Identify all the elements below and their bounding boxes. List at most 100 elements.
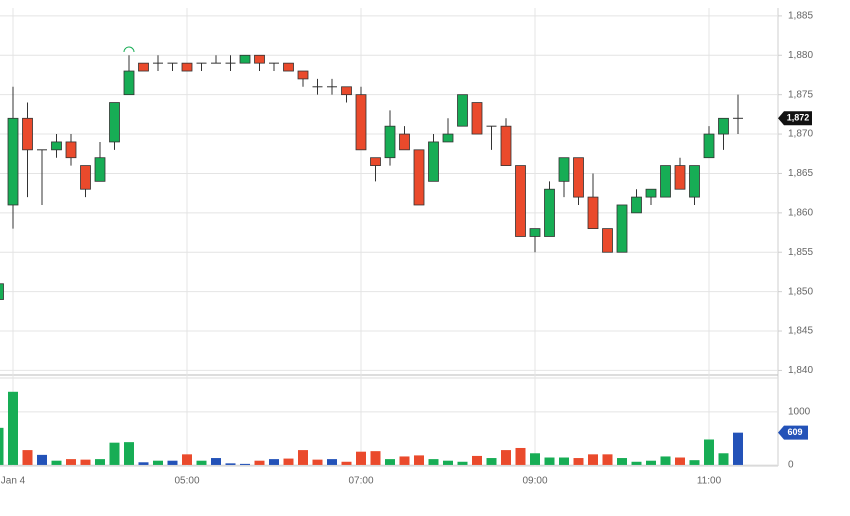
candle-body [457,94,468,127]
candle-body [660,165,671,198]
candle-body [283,62,294,72]
candle-body [471,102,483,135]
candle-body [587,196,599,230]
candle-body [558,157,570,182]
volume-bar [486,458,497,465]
candle-body [631,196,642,214]
y-tick-label: 1,850 [788,286,813,297]
candle-body [239,54,251,64]
candle-body [123,70,135,96]
candle-body [138,62,149,72]
y-tick-label: 1,885 [788,11,813,22]
volume-bar [109,442,120,465]
volume-bar [501,450,511,465]
candle-body [515,165,526,237]
y-tick-label: 1,870 [788,129,813,140]
volume-bar [254,460,265,465]
x-tick-label: Jan 4 [1,476,26,487]
volume-bar [472,455,482,465]
volume-bar [66,459,76,465]
volume-bar [617,458,627,465]
candle-body [413,149,425,206]
volume-bar [718,453,729,465]
candle-body [80,165,91,190]
volume-bar [211,458,221,465]
volume-bar [283,458,294,465]
volume-bar [153,460,163,465]
volume-bar [80,459,91,465]
volume-bar [95,459,105,465]
candle-body [674,165,686,190]
volume-bar [602,454,613,465]
candle-body [0,283,4,300]
volume-bar [385,459,395,465]
y-tick-label: 1,845 [788,326,813,337]
volume-bar [138,462,149,465]
volume-bar [689,460,700,465]
volume-bar [515,447,526,465]
volume-bar [0,427,4,465]
volume-bar [457,461,468,465]
candle-body [254,54,265,64]
volume-bar [269,459,279,465]
volume-bar [124,442,134,465]
volume-bar [37,454,47,465]
volume-bar [414,455,424,465]
volume-bar [631,461,642,465]
last-price-label: 1,872 [787,113,810,123]
candle-body [51,141,62,151]
last-volume-label: 609 [787,427,802,437]
y-tick-label: 1,875 [788,89,813,100]
candle-body [355,94,367,151]
y-tick-label: 1,880 [788,50,813,61]
x-tick-label: 11:00 [697,476,722,487]
candle-body [428,141,439,182]
volume-bar [8,391,18,465]
volume-bar [428,459,439,465]
candle-body [544,188,555,237]
volume-bar [356,451,366,465]
volume-bar [646,460,656,465]
volume-bar [559,457,569,465]
volume-bar [312,459,323,465]
candle-body [602,228,613,253]
volume-bar [660,456,671,465]
marker-arc [123,46,135,53]
y-tick-label: 1,860 [788,207,813,218]
candle-body [94,157,106,182]
candle-body [370,157,381,166]
volume-bar [588,454,598,465]
candle-body [689,165,700,198]
volume-bar [675,457,685,465]
volume-bar [573,458,584,465]
volume-bar [240,463,250,465]
volume-bar [167,460,178,465]
y2-tick-label: 1000 [788,407,811,418]
grid [0,8,778,466]
volume-bar [341,461,352,465]
volume-bar [544,457,555,465]
candle-body [22,117,33,151]
candle-body [500,125,512,166]
last-price-tag [778,111,812,126]
candle-body [616,204,628,253]
y-tick-label: 1,840 [788,365,813,376]
candle-body [399,133,410,151]
x-tick-label: 07:00 [348,476,373,487]
volume-bar [399,456,410,465]
volume-bar [22,450,33,465]
volume-bar [298,450,308,465]
last-volume-tag [778,425,808,440]
volume-bar [225,463,236,465]
volume-bar [51,460,62,465]
candle-body [65,141,77,159]
y2-tick-label: 0 [788,460,794,471]
volume-bar [182,454,192,465]
volume-bar [370,451,381,465]
candle-body [297,70,309,80]
candle-body [442,133,454,143]
volume-bar [530,453,540,465]
volume-bar [443,460,453,465]
plot [0,54,743,465]
